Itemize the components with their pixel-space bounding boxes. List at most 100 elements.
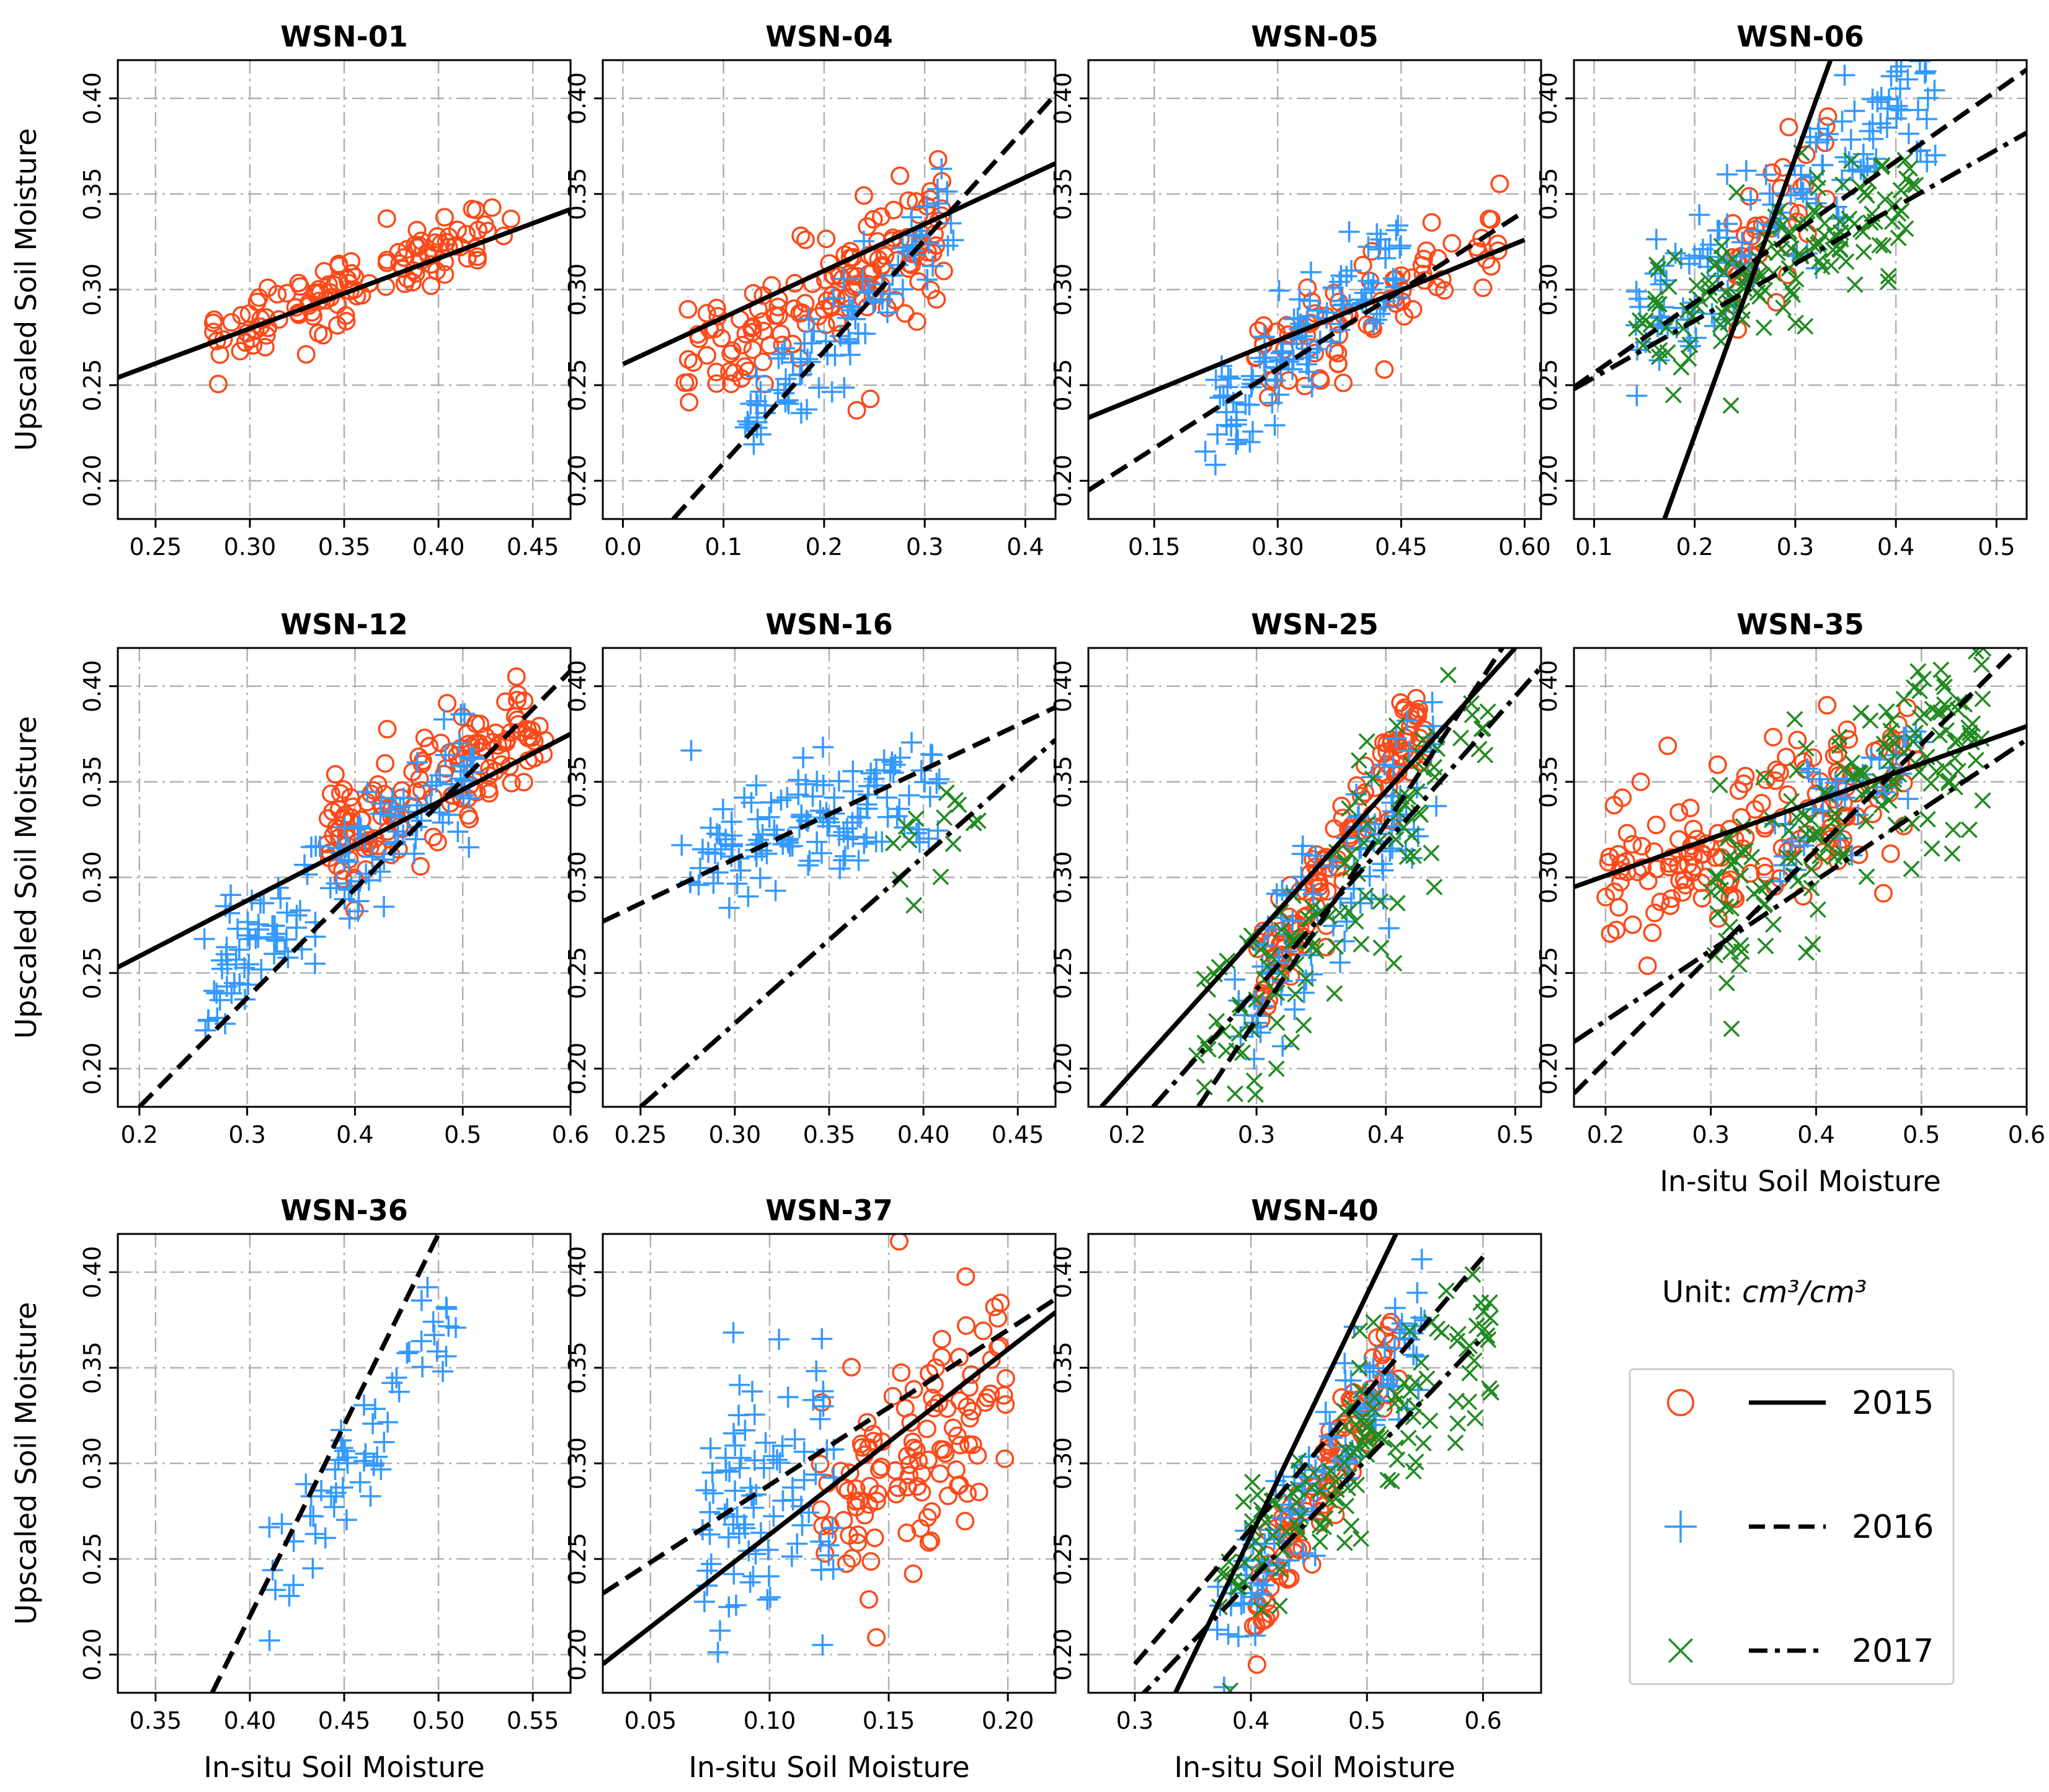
point-2016 (773, 337, 795, 359)
y-tick-label: 0.30 (564, 1437, 591, 1490)
point-2016 (871, 288, 893, 310)
point-2017 (1911, 709, 1929, 727)
point-2017 (1787, 270, 1805, 288)
point-2016 (1272, 1036, 1294, 1057)
fit-line-2016 (1574, 68, 2027, 389)
y-axis-label: Upscaled Soil Moisture (9, 1302, 43, 1625)
point-2015 (869, 1460, 889, 1479)
y-tick-label: 0.20 (1049, 1628, 1077, 1681)
point-2017 (1780, 223, 1798, 241)
point-2016 (1909, 60, 1931, 72)
point-2015 (956, 1267, 976, 1286)
point-2016 (1308, 299, 1330, 321)
point-2016 (728, 1404, 750, 1426)
point-2015 (1308, 871, 1327, 890)
point-2017 (1772, 218, 1789, 236)
point-2016 (1793, 835, 1815, 856)
point-2015 (1422, 213, 1441, 232)
point-2015 (743, 317, 762, 336)
point-2015 (1310, 873, 1329, 892)
point-2015 (463, 200, 482, 219)
point-2015 (1818, 696, 1837, 715)
point-2017 (1680, 350, 1697, 367)
point-2016 (1372, 859, 1394, 881)
panel-title: WSN-01 (280, 20, 407, 53)
point-2016 (1334, 930, 1356, 952)
point-2016 (349, 1471, 371, 1493)
x-tick-label: 0.4 (1007, 533, 1044, 561)
fit-lines (1088, 209, 1526, 492)
y-tick-label: 0.40 (1049, 72, 1077, 125)
point-2016 (405, 828, 427, 850)
point-2016 (703, 872, 724, 894)
point-2015 (277, 283, 296, 303)
point-2016 (216, 954, 238, 975)
point-2016 (1264, 414, 1286, 436)
point-2016 (1206, 1619, 1228, 1641)
point-2015 (860, 1476, 879, 1496)
point-2017 (1429, 1320, 1446, 1337)
point-2016 (1735, 160, 1757, 182)
y-tick-label: 0.25 (564, 1533, 591, 1586)
point-2017 (1896, 151, 1914, 169)
point-2015 (508, 691, 527, 710)
point-2017 (1898, 170, 1915, 187)
point-2016 (223, 972, 245, 994)
fit-lines (118, 669, 571, 1107)
point-2017 (1350, 752, 1367, 769)
point-2017 (1405, 847, 1422, 864)
point-2017 (897, 818, 915, 835)
point-2017 (1974, 792, 1991, 809)
y-tick-label: 0.20 (79, 455, 106, 507)
point-2015 (958, 1397, 977, 1416)
point-2017 (1802, 811, 1820, 828)
point-2016 (707, 1641, 729, 1663)
panel-wsn-06: 0.1 0.2 0.3 0.4 0.5 0.20 0.25 0.30 0.35 0.40 WSN-0… (1535, 20, 2028, 561)
point-2015 (732, 369, 751, 388)
x-tick-label: 0.2 (1676, 533, 1713, 561)
point-2016 (781, 835, 803, 857)
point-2015 (1669, 803, 1689, 822)
point-2015 (1745, 800, 1764, 819)
point-2016 (1897, 788, 1919, 810)
point-2016 (768, 1329, 790, 1351)
point-2017 (1769, 244, 1786, 262)
y-tick-label: 0.25 (79, 947, 106, 1000)
point-2016 (757, 1539, 779, 1561)
point-2017 (1722, 855, 1740, 872)
point-2015 (904, 1439, 923, 1458)
point-2017 (1351, 1359, 1368, 1377)
point-2017 (1723, 1020, 1740, 1037)
point-2017 (1858, 868, 1875, 885)
point-2017 (1292, 1507, 1310, 1525)
x-tick-label: 0.40 (897, 1121, 950, 1148)
point-2017 (1875, 237, 1892, 254)
point-2017 (1974, 690, 1991, 707)
point-2017 (1919, 810, 1936, 828)
point-2016 (396, 1342, 418, 1364)
point-2017 (1717, 284, 1734, 301)
point-2016 (802, 1389, 824, 1411)
point-2016 (910, 760, 932, 781)
point-2016 (1227, 429, 1248, 451)
point-2015 (328, 316, 347, 335)
point-2015 (864, 1432, 883, 1451)
point-2017 (1897, 220, 1914, 237)
point-2015 (722, 341, 742, 360)
fit-line-2016 (603, 705, 1056, 924)
point-2016 (847, 806, 869, 828)
point-2016 (803, 321, 825, 342)
point-2016 (1834, 64, 1856, 86)
point-2016 (1243, 1048, 1265, 1070)
point-2017 (1452, 729, 1469, 747)
fit-lines (1574, 60, 2027, 519)
point-2017 (1803, 879, 1820, 897)
point-2016 (784, 1429, 806, 1450)
points (1625, 60, 1946, 414)
point-2016 (327, 1449, 349, 1471)
point-2017 (1713, 237, 1730, 255)
point-2015 (931, 1440, 950, 1459)
point-2016 (680, 740, 702, 761)
point-2016 (1812, 800, 1834, 822)
panel-title: WSN-35 (1736, 608, 1864, 641)
